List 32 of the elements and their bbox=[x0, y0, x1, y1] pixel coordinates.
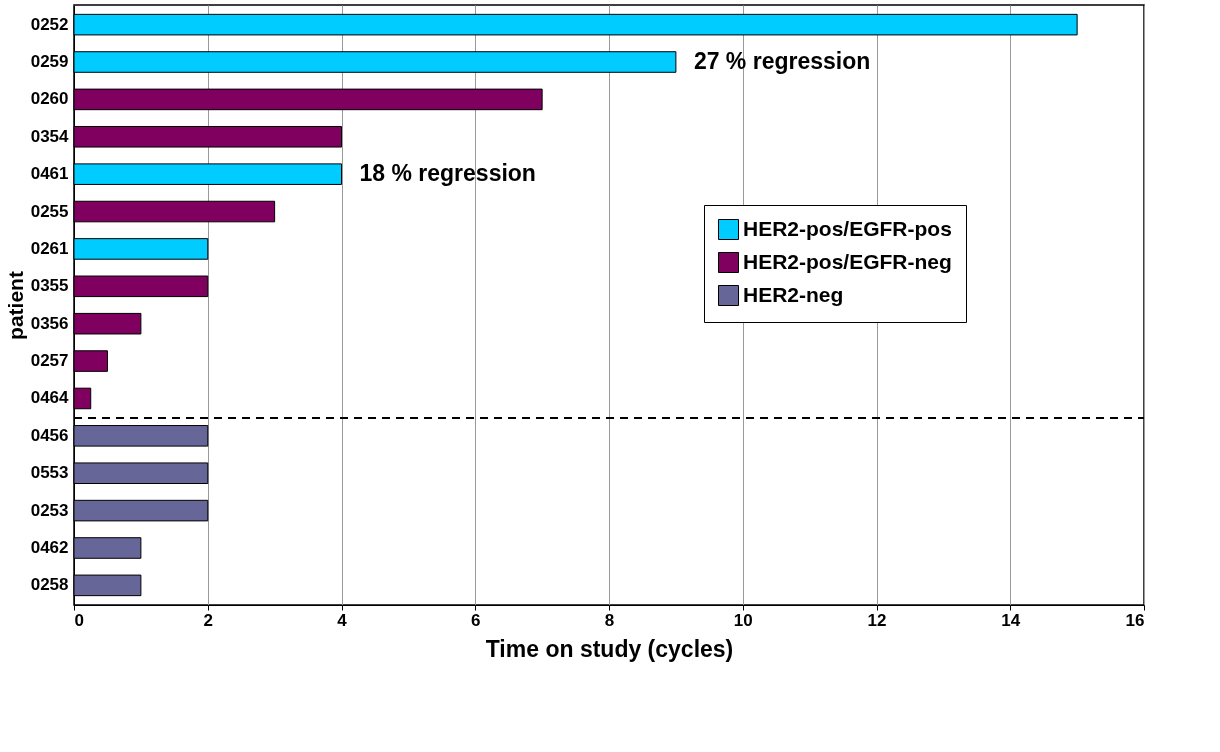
x-axis-title: Time on study (cycles) bbox=[485, 635, 734, 662]
x-tick-label: 16 bbox=[1125, 610, 1145, 630]
y-tick-label: 0253 bbox=[30, 500, 69, 520]
x-tick-label: 0 bbox=[74, 610, 84, 630]
legend-label: HER2-neg bbox=[743, 282, 844, 306]
y-tick-label: 0456 bbox=[30, 425, 69, 445]
x-tick-label: 6 bbox=[471, 610, 481, 630]
y-tick-label: 0252 bbox=[30, 14, 69, 34]
y-axis-title: patient bbox=[3, 271, 27, 340]
legend-label: HER2-pos/EGFR-neg bbox=[743, 249, 952, 273]
y-tick-label: 0355 bbox=[30, 276, 69, 296]
y-tick-label: 0462 bbox=[30, 537, 69, 557]
y-tick-label: 0553 bbox=[30, 463, 69, 483]
y-tick-label: 0259 bbox=[30, 52, 69, 72]
y-tick-label: 0461 bbox=[30, 164, 69, 184]
x-tick-label: 8 bbox=[604, 610, 615, 630]
y-tick-label: 0464 bbox=[30, 388, 70, 408]
annotation: 27 % regression bbox=[693, 48, 871, 75]
x-tick-label: 10 bbox=[733, 610, 753, 630]
y-tick-label: 0261 bbox=[30, 238, 69, 258]
legend-label: HER2-pos/EGFR-pos bbox=[743, 216, 952, 240]
x-tick-label: 2 bbox=[203, 610, 213, 630]
y-tick-label: 0356 bbox=[30, 313, 69, 333]
annotation: 18 % regression bbox=[359, 160, 536, 187]
x-tick-label: 14 bbox=[1001, 610, 1021, 630]
y-tick-label: 0260 bbox=[30, 89, 69, 109]
x-tick-label: 4 bbox=[337, 610, 348, 630]
x-tick-label: 12 bbox=[867, 610, 887, 630]
y-tick-label: 0255 bbox=[30, 201, 69, 221]
y-tick-label: 0257 bbox=[30, 351, 69, 371]
y-tick-label: 0354 bbox=[30, 126, 70, 146]
y-tick-label: 0258 bbox=[30, 575, 69, 595]
